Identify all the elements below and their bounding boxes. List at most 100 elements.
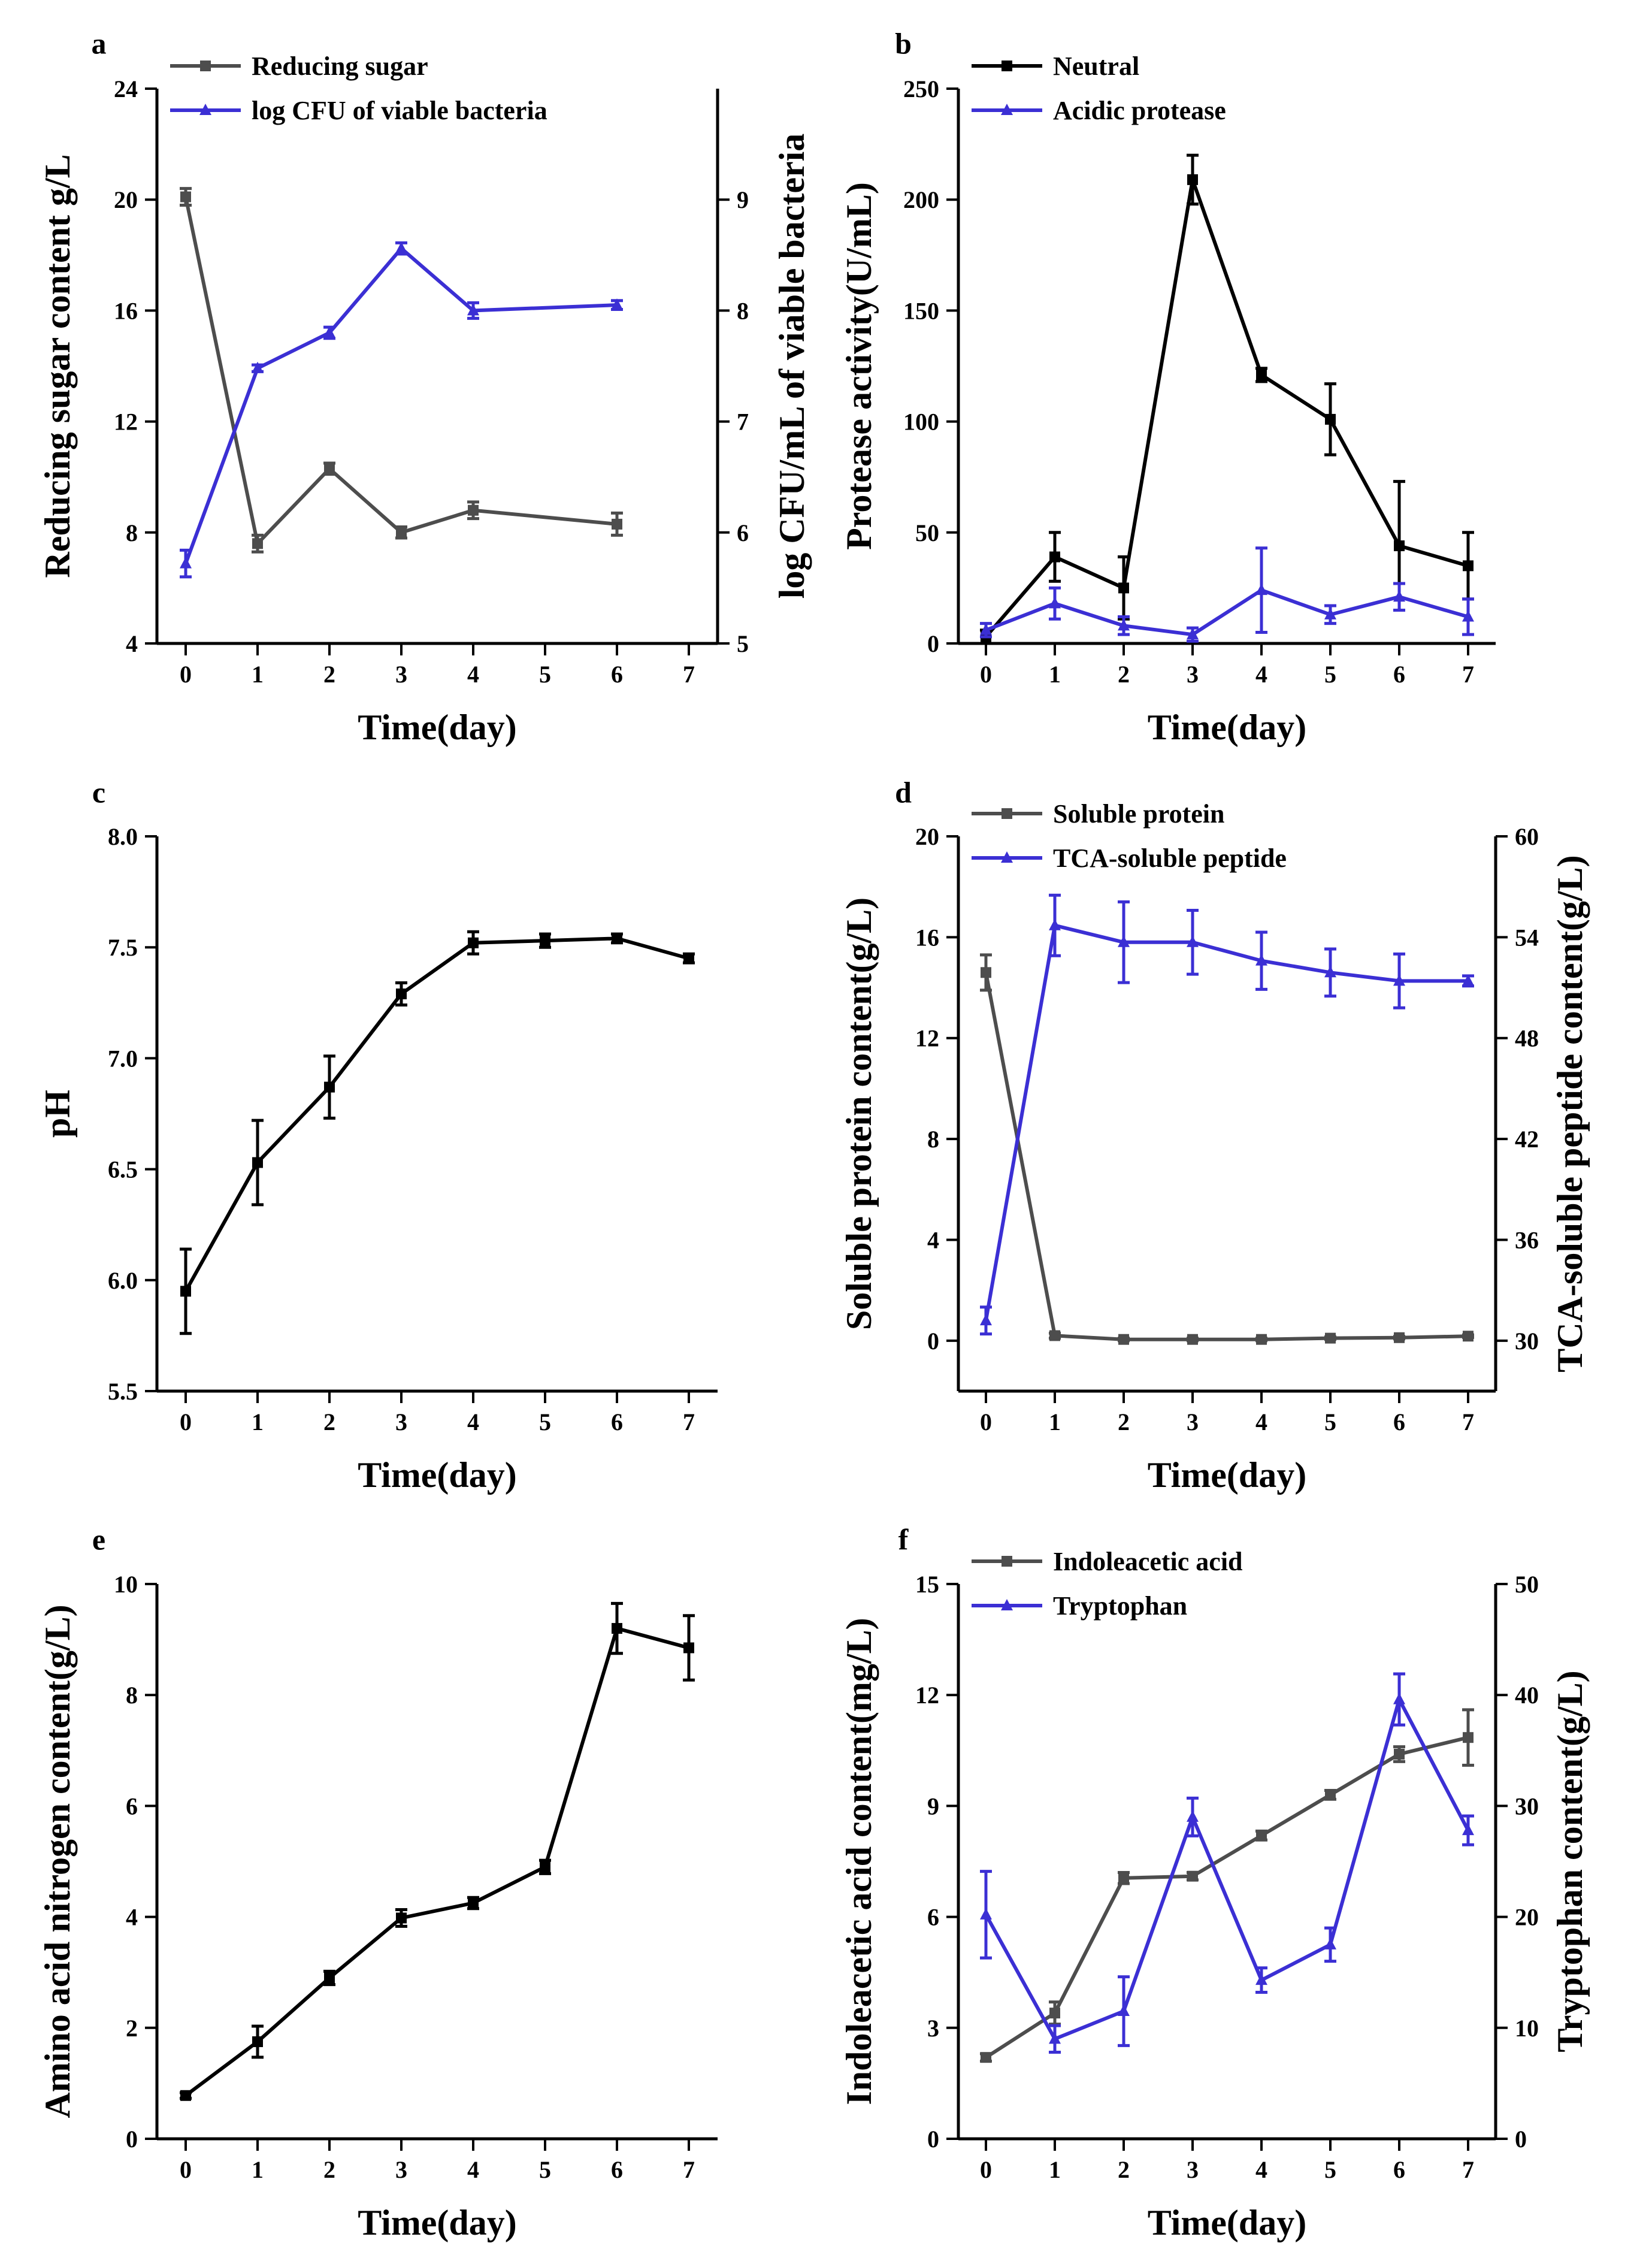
x-tick-label: 2 — [1118, 2156, 1130, 2183]
data-point — [1256, 1830, 1267, 1841]
y-tick-label-right: 8 — [737, 297, 749, 324]
x-tick-label: 1 — [1049, 1408, 1061, 1435]
panel-letter-f: f — [898, 1522, 909, 1556]
y-tick-label-left: 16 — [114, 297, 138, 324]
y-tick-label-left: 200 — [903, 186, 939, 213]
series-line — [984, 177, 1469, 638]
data-point — [981, 2052, 991, 2063]
data-point — [540, 935, 550, 947]
y-tick-label-left: 100 — [903, 409, 939, 436]
series-line — [985, 1736, 1469, 2059]
data-point — [1324, 966, 1336, 978]
panel-letter-b: b — [895, 26, 912, 60]
y-axis-left-title: Reducing sugar content g/L — [38, 154, 77, 578]
y-tick-label-right: 48 — [1515, 1025, 1539, 1052]
x-tick-label: 5 — [1324, 1408, 1336, 1435]
data-point — [1325, 1789, 1336, 1800]
y-tick-label-right: 36 — [1515, 1226, 1539, 1253]
x-tick-label: 6 — [1393, 661, 1405, 688]
x-tick-label: 7 — [683, 661, 695, 688]
y-tick-label-left: 8 — [126, 1682, 138, 1709]
data-point — [612, 933, 622, 944]
y-tick-label-left: 0 — [126, 2126, 138, 2153]
x-tick-label: 4 — [1255, 1408, 1267, 1435]
y-tick-label-left: 6 — [927, 1904, 939, 1931]
panel-f: f0 1 2 3 4 5 6 70369121501020304050Time(day)Ind… — [839, 1522, 1590, 2242]
y-tick-label-right: 10 — [1515, 2015, 1539, 2042]
data-point — [1324, 607, 1336, 619]
x-tick-label: 2 — [323, 2156, 335, 2183]
data-point — [252, 361, 264, 373]
data-point — [323, 326, 335, 338]
data-point — [324, 1081, 335, 1093]
y-tick-label-right: 5 — [737, 630, 749, 657]
x-axis-title: Time(day) — [1148, 1455, 1307, 1495]
panel-e: e 0 1 2 3 4 5 6 7 0 2 4 6 8 10 Time(day) Amino acid nitr… — [38, 1522, 718, 2242]
y-tick-label-left: 12 — [114, 409, 138, 436]
series-b-1 — [980, 546, 1474, 643]
data-point — [1325, 413, 1336, 425]
x-tick-label: 2 — [323, 1408, 335, 1435]
data-point — [252, 2036, 263, 2047]
data-point — [252, 538, 263, 549]
data-point — [324, 1972, 335, 1984]
x-tick-label: 1 — [1049, 661, 1061, 688]
x-tick-label: 5 — [539, 2156, 551, 2183]
y-tick-label-left: 8.0 — [108, 823, 138, 850]
axes-c: 0 1 2 3 4 5 6 7 5.5 6.0 6.5 7.0 7.5 8.0 — [108, 823, 718, 1435]
legend-swatch-marker — [199, 104, 211, 115]
x-axis-title: Time(day) — [1148, 2203, 1307, 2242]
x-tick-label: 6 — [611, 661, 623, 688]
y-tick-label-left: 6 — [126, 1793, 138, 1819]
data-point — [467, 304, 479, 316]
y-tick-label-left: 4 — [126, 630, 138, 657]
y-tick-label-left: 0 — [927, 630, 939, 657]
data-point — [612, 1623, 622, 1634]
x-tick-label: 0 — [180, 661, 192, 688]
data-point — [540, 1861, 550, 1873]
panel-letter-d: d — [895, 775, 912, 809]
y-tick-label-left: 4 — [927, 1226, 939, 1253]
x-tick-label: 6 — [1393, 1408, 1405, 1435]
x-tick-label: 7 — [1462, 1408, 1474, 1435]
x-tick-label: 6 — [611, 1408, 623, 1435]
x-tick-label: 3 — [395, 661, 407, 688]
data-point — [1325, 1332, 1336, 1344]
series-line — [984, 1697, 1470, 2041]
data-point — [1187, 1810, 1199, 1822]
y-tick-label-left: 15 — [915, 1571, 939, 1598]
y-tick-label-left: 20 — [915, 823, 939, 850]
series-c-0 — [180, 930, 695, 1335]
legend-label: Tryptophan — [1053, 1591, 1187, 1621]
data-point — [468, 504, 479, 516]
data-point — [252, 1157, 263, 1168]
panel-b: b 0 1 2 3 4 5 6 7 0 50 100 150 200 250 Time(day) Proteas… — [839, 26, 1496, 747]
legend-a: Reducing sugar log CFU of viable bacteria — [170, 52, 547, 125]
x-tick-label: 6 — [1393, 2156, 1405, 2183]
y-tick-label-left: 16 — [915, 924, 939, 951]
y-tick-label-right: 60 — [1515, 823, 1539, 850]
x-tick-label: 5 — [1324, 661, 1336, 688]
x-tick-label: 5 — [539, 1408, 551, 1435]
y-tick-label-right: 42 — [1515, 1126, 1539, 1153]
series-line — [184, 936, 689, 1292]
x-tick-label: 5 — [1324, 2156, 1336, 2183]
y-tick-label-left: 9 — [927, 1793, 939, 1819]
y-axis-left-title: Indoleacetic acid content(mg/L) — [839, 1618, 879, 2105]
legend-label: log CFU of viable bacteria — [252, 96, 547, 125]
series-b-0 — [980, 153, 1474, 645]
legend-f: Indoleacetic acid Tryptophan — [972, 1547, 1243, 1621]
x-tick-label: 4 — [467, 1408, 479, 1435]
y-tick-label-left: 8 — [927, 1126, 939, 1153]
data-point — [468, 937, 479, 948]
series-line — [984, 972, 1469, 1341]
data-point — [612, 518, 622, 530]
x-tick-label: 4 — [467, 661, 479, 688]
data-point — [1118, 619, 1130, 631]
data-point — [1049, 597, 1061, 609]
x-tick-label: 0 — [180, 2156, 192, 2183]
x-tick-label: 2 — [1118, 661, 1130, 688]
